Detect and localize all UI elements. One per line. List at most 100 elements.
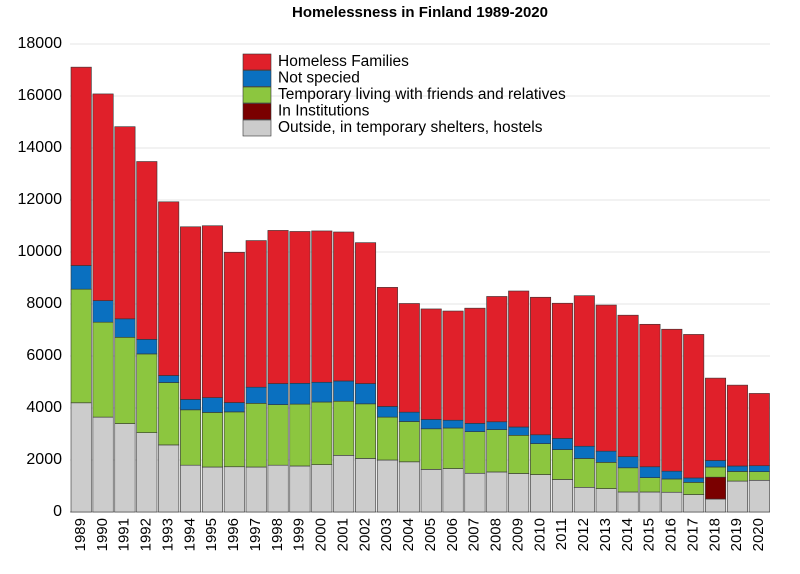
y-tick-label: 18000 (18, 35, 63, 52)
bar-segment (705, 460, 727, 468)
x-tick-label: 1997 (247, 518, 264, 551)
bar-segment (705, 466, 727, 478)
bar-segment (158, 375, 180, 383)
bar-segment (70, 288, 92, 404)
y-tick-label: 6000 (26, 347, 62, 364)
bar-segment (508, 434, 530, 474)
bar-segment (92, 93, 114, 301)
bar-segment (311, 401, 333, 465)
x-tick-label: 1998 (269, 518, 286, 551)
bar-segment (333, 231, 355, 382)
bar-segment (245, 386, 267, 404)
bar-segment (376, 459, 398, 513)
x-tick-label: 2009 (509, 518, 526, 551)
bar-segment (486, 471, 508, 513)
bar-segment (442, 427, 464, 469)
bar-segment (639, 466, 661, 478)
bar-segment (573, 445, 595, 459)
x-tick-label: 1996 (225, 518, 242, 551)
bar-segment (376, 287, 398, 407)
x-tick-label: 2016 (663, 518, 680, 551)
bar-segment (376, 406, 398, 418)
bar-segment (311, 230, 333, 383)
bar-segment (267, 230, 289, 384)
bar-segment (180, 226, 202, 400)
bar-segment (136, 161, 158, 340)
x-tick-label: 1993 (159, 518, 176, 551)
bar-segment (595, 450, 617, 463)
bar-segment (595, 488, 617, 513)
bar-segment (398, 411, 420, 422)
bar-segment (289, 465, 311, 513)
bar-segment (464, 431, 486, 474)
bar-segment (267, 464, 289, 513)
bar-segment (158, 201, 180, 376)
bar-segment (573, 486, 595, 513)
bar-segment (530, 296, 552, 436)
bar-segment (683, 334, 705, 479)
x-tick-label: 2005 (422, 518, 439, 551)
bar-segment (70, 66, 92, 266)
bar-segment (551, 479, 573, 513)
bar-segment (486, 296, 508, 423)
bar-segment (508, 426, 530, 436)
legend-label: Outside, in temporary shelters, hostels (278, 119, 543, 136)
y-tick-label: 10000 (18, 243, 63, 260)
bar-segment (661, 478, 683, 493)
y-tick-label: 0 (53, 503, 62, 520)
bar-segment (726, 480, 748, 513)
bar-segment (398, 303, 420, 413)
bar-segment (726, 384, 748, 467)
bar-segment (573, 458, 595, 488)
x-tick-label: 2015 (641, 518, 658, 551)
bar-segment (661, 328, 683, 472)
bar-segment (705, 498, 727, 513)
bar-segment (180, 399, 202, 411)
bar-segment (683, 477, 705, 483)
y-tick-label: 2000 (26, 451, 62, 468)
bar-segment (201, 225, 223, 398)
bar-segment (289, 231, 311, 384)
bar-segment (530, 443, 552, 475)
x-tick-label: 2003 (378, 518, 395, 551)
legend-label: Temporary living with friends and relati… (278, 86, 566, 103)
bar-segment (114, 423, 136, 513)
x-tick-label: 2012 (575, 518, 592, 551)
bar-segment (726, 465, 748, 472)
bar-segment (639, 323, 661, 468)
bar-segment (201, 412, 223, 468)
bar-segment (114, 336, 136, 424)
x-tick-label: 2018 (706, 518, 723, 551)
bar-segment (748, 479, 770, 513)
bar-segment (617, 314, 639, 457)
x-tick-label: 2006 (444, 518, 461, 551)
bar-segment (639, 491, 661, 513)
bar-segment (180, 409, 202, 466)
bar-segment (464, 423, 486, 432)
bar-segment (136, 353, 158, 434)
bar-segment (311, 381, 333, 403)
legend-label: In Institutions (278, 103, 370, 120)
bar-segment (551, 438, 573, 450)
bar-segment (683, 482, 705, 495)
legend-label: Homeless Families (278, 53, 409, 70)
bar-segment (705, 377, 727, 461)
x-tick-label: 2020 (750, 518, 767, 551)
x-tick-label: 1994 (181, 518, 198, 551)
bar-segment (333, 455, 355, 513)
x-tick-label: 2017 (684, 518, 701, 551)
bar-segment (486, 421, 508, 430)
chart-title: Homelessness in Finland 1989-2020 (292, 4, 548, 21)
y-tick-label: 14000 (18, 139, 63, 156)
x-tick-label: 2014 (619, 518, 636, 551)
bar-segment (661, 470, 683, 480)
bar-segment (355, 458, 377, 513)
bar-segment (398, 421, 420, 463)
bar-segment (333, 380, 355, 402)
bar-segment (289, 382, 311, 405)
bar-segment (355, 242, 377, 384)
bar-segment (333, 400, 355, 456)
bar-segment (420, 428, 442, 470)
bar-segment (223, 466, 245, 513)
legend-swatch (242, 119, 272, 137)
